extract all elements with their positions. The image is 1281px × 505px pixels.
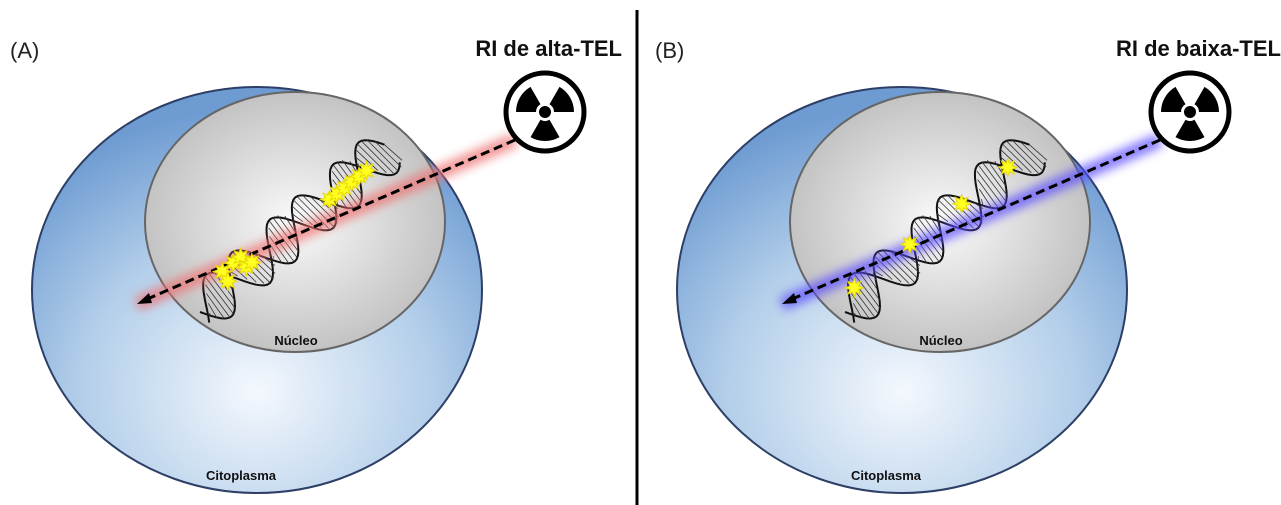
panel: (B) RI de baixa-TEL Núcleo Citoplasma — [655, 36, 1281, 493]
radiation-icon — [506, 73, 584, 151]
panel-label: (A) — [10, 38, 39, 63]
cytoplasm-label: Citoplasma — [206, 468, 277, 483]
damage-site — [358, 162, 376, 180]
panel-title: RI de alta-TEL — [475, 36, 622, 61]
panel: (A) RI de alta-TEL Núcleo Citoplasma — [10, 36, 622, 493]
cytoplasm-label: Citoplasma — [851, 468, 922, 483]
panel-title: RI de baixa-TEL — [1116, 36, 1281, 61]
damage-site — [219, 272, 237, 290]
damage-site — [845, 279, 863, 297]
damage-site — [243, 253, 261, 271]
radiation-icon — [1151, 73, 1229, 151]
icon-center — [1184, 106, 1196, 118]
damage-site — [999, 158, 1017, 176]
icon-center — [539, 106, 551, 118]
damage-site — [953, 195, 971, 213]
nucleus-label: Núcleo — [274, 333, 317, 348]
diagram: (A) RI de alta-TEL Núcleo Citoplasma (B) RI d… — [0, 0, 1281, 505]
panel-label: (B) — [655, 38, 684, 63]
damage-site — [901, 235, 919, 253]
nucleus-label: Núcleo — [919, 333, 962, 348]
